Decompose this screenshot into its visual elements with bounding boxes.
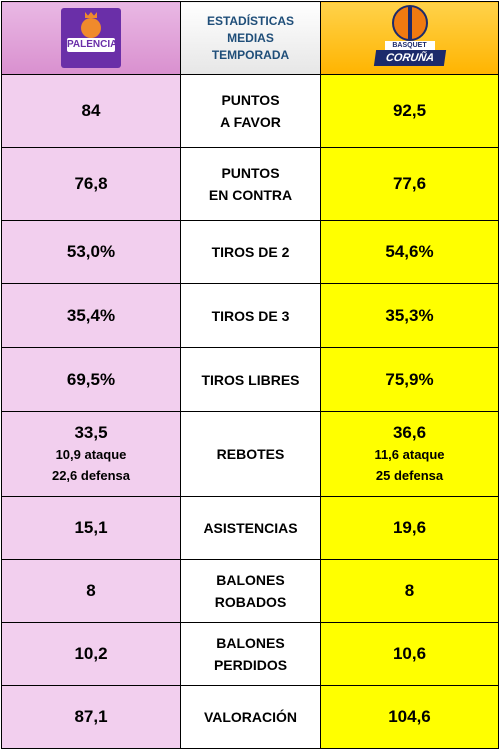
- coruna-logo-text-top: BASQUET: [384, 41, 435, 50]
- stat-label: REBOTES: [216, 446, 285, 462]
- team-right-header: BASQUET CORUÑA: [320, 1, 499, 75]
- stat-label-cell: ASISTENCIAS: [180, 496, 321, 560]
- right-team-value: 77,6: [392, 174, 427, 193]
- basquet-coruna-logo-icon: BASQUET CORUÑA: [365, 5, 455, 71]
- stat-label: VALORACIÓN: [203, 709, 298, 725]
- title-line-2: MEDIAS: [227, 30, 274, 45]
- table-row: 8 BALONES ROBADOS 8: [1, 559, 499, 623]
- stat-label-cell: VALORACIÓN: [180, 685, 321, 749]
- left-team-value: 69,5%: [66, 369, 116, 389]
- right-team-value: 8: [404, 581, 415, 600]
- left-team-value: 10,2: [74, 644, 108, 663]
- stat-label-cell: PUNTOS A FAVOR: [180, 74, 321, 148]
- stat-label: PUNTOS: [221, 165, 280, 181]
- left-team-value-cell: 15,1: [1, 496, 181, 560]
- table-row: 35,4% TIROS DE 3 35,3%: [1, 283, 499, 348]
- table-row: 10,2 BALONES PERDIDOS 10,6: [1, 622, 499, 686]
- right-team-value-cell: 8: [320, 559, 499, 623]
- stat-label: A FAVOR: [220, 114, 281, 130]
- right-team-value-cell: 75,9%: [320, 347, 499, 412]
- stat-label: PERDIDOS: [213, 657, 288, 673]
- team-left-header: PALENCIA: [1, 1, 181, 75]
- palencia-logo-text: PALENCIA: [67, 38, 118, 52]
- left-team-value-cell: 35,4%: [1, 283, 181, 348]
- stat-label: ROBADOS: [214, 594, 287, 610]
- right-team-subvalue: 11,6 ataque: [374, 447, 445, 462]
- stat-label: TIROS DE 3: [211, 307, 290, 324]
- left-team-value-cell: 84: [1, 74, 181, 148]
- stat-label: EN CONTRA: [208, 187, 293, 203]
- right-team-value-cell: 92,5: [320, 74, 499, 148]
- right-team-value-cell: 10,6: [320, 622, 499, 686]
- left-team-value: 84: [81, 101, 101, 120]
- right-team-value: 19,6: [392, 518, 427, 537]
- left-team-value: 76,8: [74, 174, 108, 193]
- stat-label: PUNTOS: [221, 92, 280, 108]
- right-team-value: 92,5: [392, 101, 427, 120]
- left-team-value-cell: 76,8: [1, 147, 181, 221]
- right-team-subvalue: 25 defensa: [375, 468, 444, 483]
- right-team-value: 104,6: [388, 707, 431, 726]
- title-line-3: TEMPORADA: [211, 47, 290, 62]
- left-team-value-cell: 10,2: [1, 622, 181, 686]
- stat-label-cell: BALONES PERDIDOS: [180, 622, 321, 686]
- left-team-value: 87,1: [74, 707, 108, 726]
- left-team-subvalue: 22,6 defensa: [51, 468, 131, 483]
- title-line-1: ESTADÍSTICAS: [206, 13, 295, 28]
- right-team-value: 75,9%: [385, 369, 434, 389]
- stat-label-cell: TIROS DE 2: [180, 220, 321, 284]
- right-team-value-cell: 104,6: [320, 685, 499, 749]
- stat-label: BALONES: [216, 572, 285, 588]
- table-row: 76,8 PUNTOS EN CONTRA 77,6: [1, 147, 499, 221]
- header-row: PALENCIA ESTADÍSTICAS MEDIAS TEMPORADA B…: [1, 1, 499, 75]
- stat-label-cell: TIROS DE 3: [180, 283, 321, 348]
- right-team-value-cell: 36,6 11,6 ataque 25 defensa: [320, 411, 499, 497]
- left-team-value-cell: 53,0%: [1, 220, 181, 284]
- left-team-value-cell: 87,1: [1, 685, 181, 749]
- left-team-value-cell: 33,5 10,9 ataque 22,6 defensa: [1, 411, 181, 497]
- palencia-logo-icon: PALENCIA: [61, 8, 121, 68]
- stat-label-cell: REBOTES: [180, 411, 321, 497]
- right-team-value: 10,6: [392, 644, 427, 663]
- table-row: 53,0% TIROS DE 2 54,6%: [1, 220, 499, 284]
- right-team-value-cell: 19,6: [320, 496, 499, 560]
- left-team-value: 35,4%: [66, 305, 116, 325]
- left-team-value-cell: 69,5%: [1, 347, 181, 412]
- coruna-logo-text-bottom: CORUÑA: [373, 50, 446, 66]
- right-team-value: 35,3%: [385, 305, 434, 325]
- left-team-value: 53,0%: [66, 242, 116, 261]
- stat-label-cell: BALONES ROBADOS: [180, 559, 321, 623]
- left-team-value: 8: [86, 581, 96, 600]
- left-team-value-cell: 8: [1, 559, 181, 623]
- table-row: 33,5 10,9 ataque 22,6 defensa REBOTES 36,6 11…: [1, 411, 499, 497]
- right-team-value-cell: 77,6: [320, 147, 499, 221]
- left-team-value: 15,1: [74, 518, 108, 537]
- stat-label: TIROS LIBRES: [201, 371, 300, 388]
- stat-label: TIROS DE 2: [211, 244, 290, 260]
- table-row: 69,5% TIROS LIBRES 75,9%: [1, 347, 499, 412]
- stat-label-cell: TIROS LIBRES: [180, 347, 321, 412]
- right-team-value-cell: 54,6%: [320, 220, 499, 284]
- table-row: 87,1 VALORACIÓN 104,6: [1, 685, 499, 749]
- table-row: 84 PUNTOS A FAVOR 92,5: [1, 74, 499, 148]
- stat-label: BALONES: [216, 635, 285, 651]
- left-team-subvalue: 10,9 ataque: [55, 447, 127, 462]
- table-row: 15,1 ASISTENCIAS 19,6: [1, 496, 499, 560]
- right-team-value-cell: 35,3%: [320, 283, 499, 348]
- right-team-value: 36,6: [392, 423, 427, 442]
- left-team-value: 33,5: [74, 423, 108, 442]
- right-team-value: 54,6%: [385, 242, 434, 261]
- table-title: ESTADÍSTICAS MEDIAS TEMPORADA: [180, 1, 321, 75]
- stat-label: ASISTENCIAS: [203, 520, 298, 536]
- stat-label-cell: PUNTOS EN CONTRA: [180, 147, 321, 221]
